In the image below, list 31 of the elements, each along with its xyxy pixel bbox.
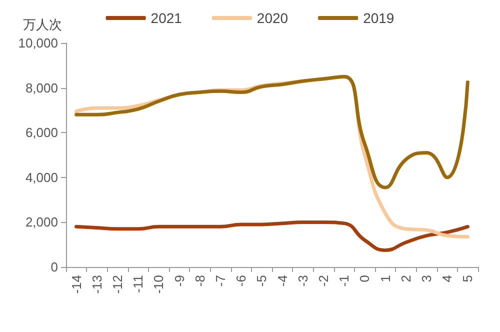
x-tick-label: -5 (254, 275, 270, 287)
y-tick-label: 4,000 (25, 170, 58, 185)
x-tick-label: 5 (460, 275, 476, 282)
y-tick-label: 8,000 (25, 80, 58, 96)
legend-label: 2021 (150, 10, 182, 26)
legend-label: 2019 (363, 10, 394, 26)
x-tick-label: -6 (234, 275, 249, 287)
x-tick-label: -14 (68, 275, 84, 294)
x-tick-label: -13 (89, 275, 104, 294)
x-tick-label: -9 (172, 275, 187, 287)
x-tick-label: -4 (274, 275, 290, 287)
y-tick-label: 6,000 (25, 125, 58, 140)
x-tick-label: 4 (440, 275, 455, 282)
x-tick-label: -12 (110, 275, 125, 294)
line-series (74, 220, 470, 252)
x-tick-label: 0 (357, 275, 372, 282)
x-tick-label: -8 (192, 275, 208, 287)
y-axis-title: 万人次 (23, 17, 62, 32)
x-tick-label: -1 (336, 275, 352, 287)
y-tick-label: 10,000 (18, 36, 58, 50)
x-tick-label: -10 (151, 275, 166, 294)
x-tick-label: -3 (295, 275, 310, 287)
x-tick-label: 2 (398, 275, 414, 282)
x-tick-label: 1 (378, 275, 393, 282)
line-series (74, 74, 470, 190)
x-tick-label: -2 (316, 275, 331, 287)
x-tick-label: -11 (130, 275, 146, 293)
x-tick-label: 3 (419, 275, 434, 282)
legend-label: 2020 (256, 10, 288, 26)
y-tick-label: 2,000 (25, 214, 58, 230)
x-tick-label: -7 (213, 275, 228, 287)
